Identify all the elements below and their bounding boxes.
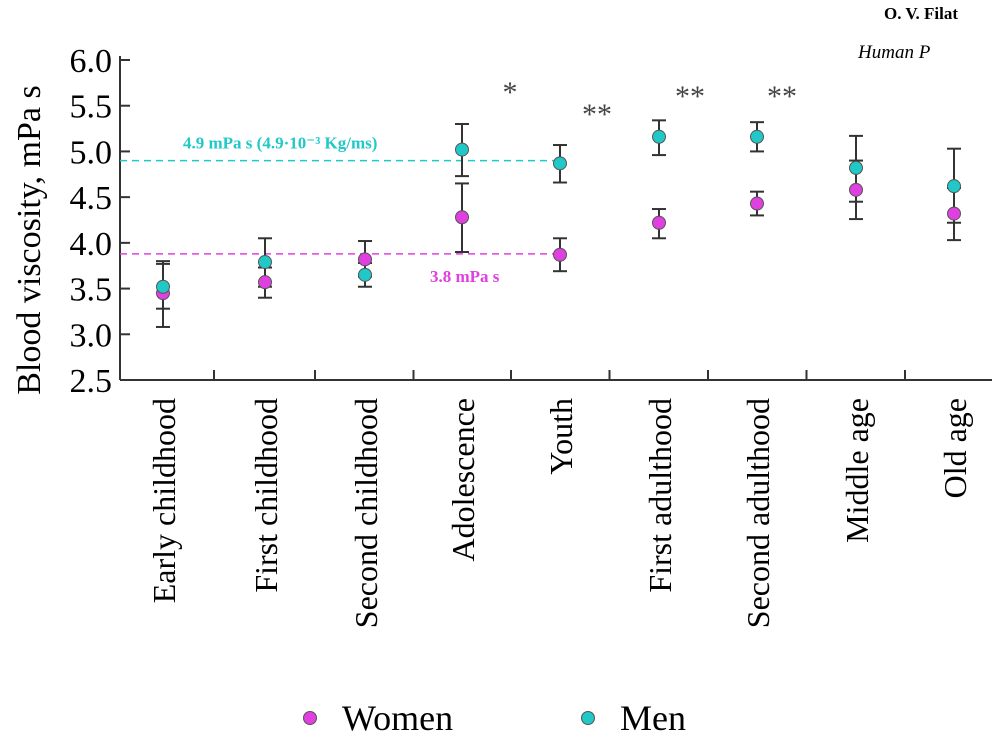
- y-tick-label: 6.0: [70, 43, 113, 80]
- x-tick-label: Old age: [937, 398, 973, 498]
- y-tick-label: 5.5: [70, 89, 113, 126]
- x-tick-label: Second adulthood: [740, 398, 776, 628]
- legend-marker-women: [303, 711, 317, 725]
- significance-marker: **: [675, 80, 705, 113]
- data-point-men: [156, 279, 170, 294]
- data-point-men: [652, 129, 666, 144]
- data-point-men: [258, 255, 272, 270]
- header-author: O. V. Filat: [884, 4, 958, 23]
- x-tick-label: Second childhood: [348, 398, 384, 628]
- y-axis-label: Blood viscosity, mPa s: [11, 85, 48, 395]
- reference-line-label: 4.9 mPa s (4.9·10⁻³ Kg/ms): [183, 134, 377, 153]
- significance-marker: *: [503, 76, 518, 109]
- data-point-women: [553, 247, 567, 262]
- significance-marker: **: [582, 98, 612, 131]
- x-tick-label: Middle age: [839, 398, 875, 543]
- reference-line-label: 3.8 mPa s: [430, 267, 500, 286]
- header-journal: Human P: [858, 42, 931, 63]
- data-point-women: [455, 210, 469, 225]
- significance-marker: **: [767, 80, 797, 113]
- legend-marker-men: [581, 711, 595, 725]
- y-tick-label: 4.0: [70, 226, 113, 263]
- legend-label-men: Men: [620, 698, 686, 731]
- x-tick-label: First adulthood: [642, 398, 678, 593]
- data-point-women: [652, 215, 666, 230]
- y-tick-label: 3.0: [70, 317, 113, 354]
- data-point-women: [849, 182, 863, 197]
- y-tick-label: 3.5: [70, 272, 113, 309]
- data-point-men: [553, 156, 567, 171]
- data-point-women: [358, 252, 372, 267]
- x-tick-label: First childhood: [248, 398, 284, 593]
- y-tick-label: 5.0: [70, 134, 113, 171]
- x-tick-label: Youth: [543, 398, 579, 475]
- x-tick-label: Early childhood: [146, 398, 182, 603]
- y-tick-label: 4.5: [70, 180, 113, 217]
- y-tick-label: 2.5: [70, 363, 113, 400]
- x-tick-label: Adolescence: [445, 398, 481, 561]
- data-point-men: [358, 267, 372, 282]
- data-point-men: [455, 142, 469, 157]
- data-point-women: [258, 275, 272, 290]
- data-point-men: [947, 179, 961, 194]
- legend-label-women: Women: [342, 698, 453, 731]
- data-point-women: [750, 196, 764, 211]
- data-point-men: [750, 129, 764, 144]
- data-point-men: [849, 160, 863, 175]
- data-point-women: [947, 206, 961, 221]
